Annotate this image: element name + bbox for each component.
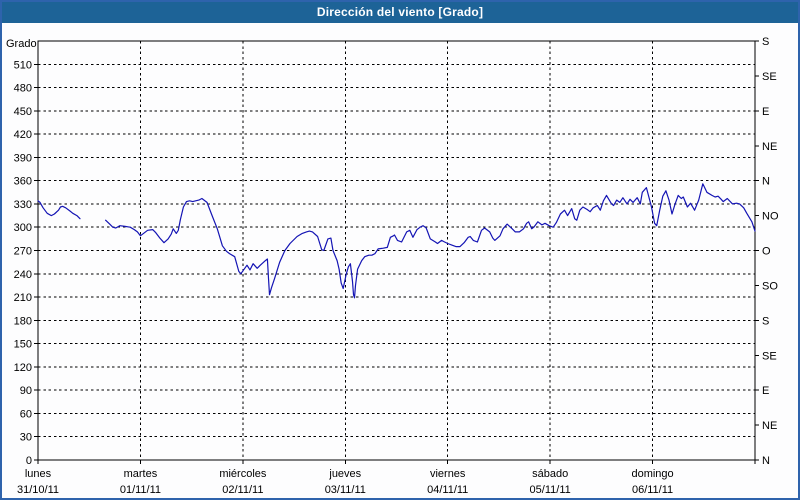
y-axis-tick-label: 450 [14,106,32,118]
wind-direction-line [37,200,81,220]
date-label: 05/11/11 [530,484,571,496]
x-axis-day-labels: lunes 31/10/11 martes 01/11/11 miércoles 02/1… [17,468,674,496]
compass-tick-label: N [762,176,770,188]
y-axis-tick-label: 390 [14,152,32,164]
axis-ticks [34,40,759,464]
y-axis-tick-label: 360 [14,176,32,188]
y-axis-tick-label: 510 [14,59,32,71]
compass-tick-label: N [762,455,770,467]
compass-tick-label: SE [762,71,777,83]
date-label: 01/11/11 [120,484,161,496]
day-label: lunes [25,468,52,480]
y-axis-title: Grado [6,38,37,50]
date-label: 06/11/11 [632,484,673,496]
compass-tick-label: O [762,246,771,258]
y-axis-tick-label: 150 [14,339,32,351]
date-label: 03/11/11 [325,484,366,496]
day-label: martes [124,468,158,480]
day-label: domingo [631,468,673,480]
compass-tick-label: NO [762,211,779,223]
y-axis-tick-label: 60 [20,408,32,420]
y-axis-tick-label: 480 [14,83,32,95]
y-axis-tick-label: 240 [14,269,32,281]
wind-direction-chart: 0 30 60 90 120 150 180 210 240 270 300 330 360 390 420… [6,36,779,496]
wind-direction-line [104,183,756,299]
day-label: sábado [532,468,568,480]
window-title-bar: Dirección del viento [Grado] [2,2,798,23]
compass-tick-label: NE [762,141,777,153]
wind-direction-series [37,183,756,299]
y-axis-tick-label: 90 [20,385,32,397]
day-label: miércoles [219,468,267,480]
y-axis-tick-label: 420 [14,129,32,141]
day-label: viernes [430,468,466,480]
grid-lines [38,41,755,460]
compass-tick-label: E [762,106,769,118]
compass-tick-label: SO [762,280,778,292]
day-label: jueves [328,468,361,480]
window-title: Dirección del viento [Grado] [316,5,484,19]
y-axis-tick-label: 330 [14,199,32,211]
compass-tick-label: S [762,315,769,327]
compass-tick-label: S [762,36,769,48]
y-axis-tick-label: 180 [14,315,32,327]
date-label: 04/11/11 [427,484,468,496]
compass-tick-label: NE [762,420,777,432]
y-axis-tick-label: 30 [20,432,32,444]
y-axis-tick-label: 210 [14,292,32,304]
chart-area: 0 30 60 90 120 150 180 210 240 270 300 330 360 390 420… [2,23,798,498]
compass-tick-label: E [762,385,769,397]
y-axis-tick-label: 300 [14,222,32,234]
compass-tick-label: SE [762,350,777,362]
compass-tick-labels: N NE E SE S SO O NO N NE E SE S [762,36,779,467]
y-axis-tick-label: 0 [26,455,32,467]
y-axis-tick-label: 120 [14,362,32,374]
date-label: 02/11/11 [222,484,263,496]
y-axis-tick-labels: 0 30 60 90 120 150 180 210 240 270 300 330 360 390 420… [6,38,37,467]
y-axis-tick-label: 270 [14,246,32,258]
date-label: 31/10/11 [17,484,59,496]
